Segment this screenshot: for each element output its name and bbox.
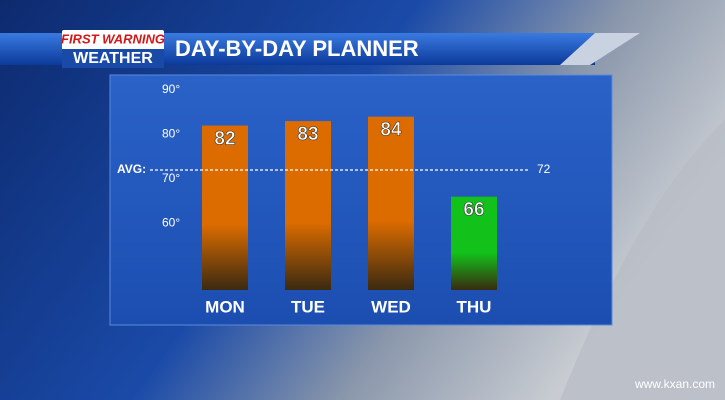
x-tick-label: THU: [457, 297, 492, 316]
bar: [285, 121, 331, 290]
logo-line2: WEATHER: [73, 50, 153, 67]
header-accent: [560, 33, 640, 65]
value-label: 66: [463, 200, 484, 221]
value-label: 84: [380, 120, 402, 141]
chart-panel: [109, 74, 613, 326]
logo-bottom: [62, 49, 164, 68]
y-tick-label: 90°: [162, 82, 180, 96]
logo-line1: FIRST WARNING: [61, 31, 165, 46]
website: www.kxan.com: [634, 377, 715, 391]
y-tick-label: 60°: [162, 216, 180, 230]
average-value: 72: [537, 162, 551, 176]
value-label: 82: [214, 129, 235, 150]
x-tick-label: MON: [205, 297, 245, 316]
x-tick-label: TUE: [291, 297, 325, 316]
bar: [202, 125, 248, 290]
x-tick-label: WED: [371, 297, 411, 316]
bar: [451, 196, 497, 290]
bar: [368, 116, 414, 291]
average-label: AVG:: [117, 162, 146, 176]
value-label: 83: [297, 124, 318, 145]
y-tick-label: 70°: [162, 171, 180, 185]
y-tick-label: 80°: [162, 127, 180, 141]
cloud-area: [560, 120, 725, 400]
chart-title: DAY-BY-DAY PLANNER: [175, 36, 419, 61]
